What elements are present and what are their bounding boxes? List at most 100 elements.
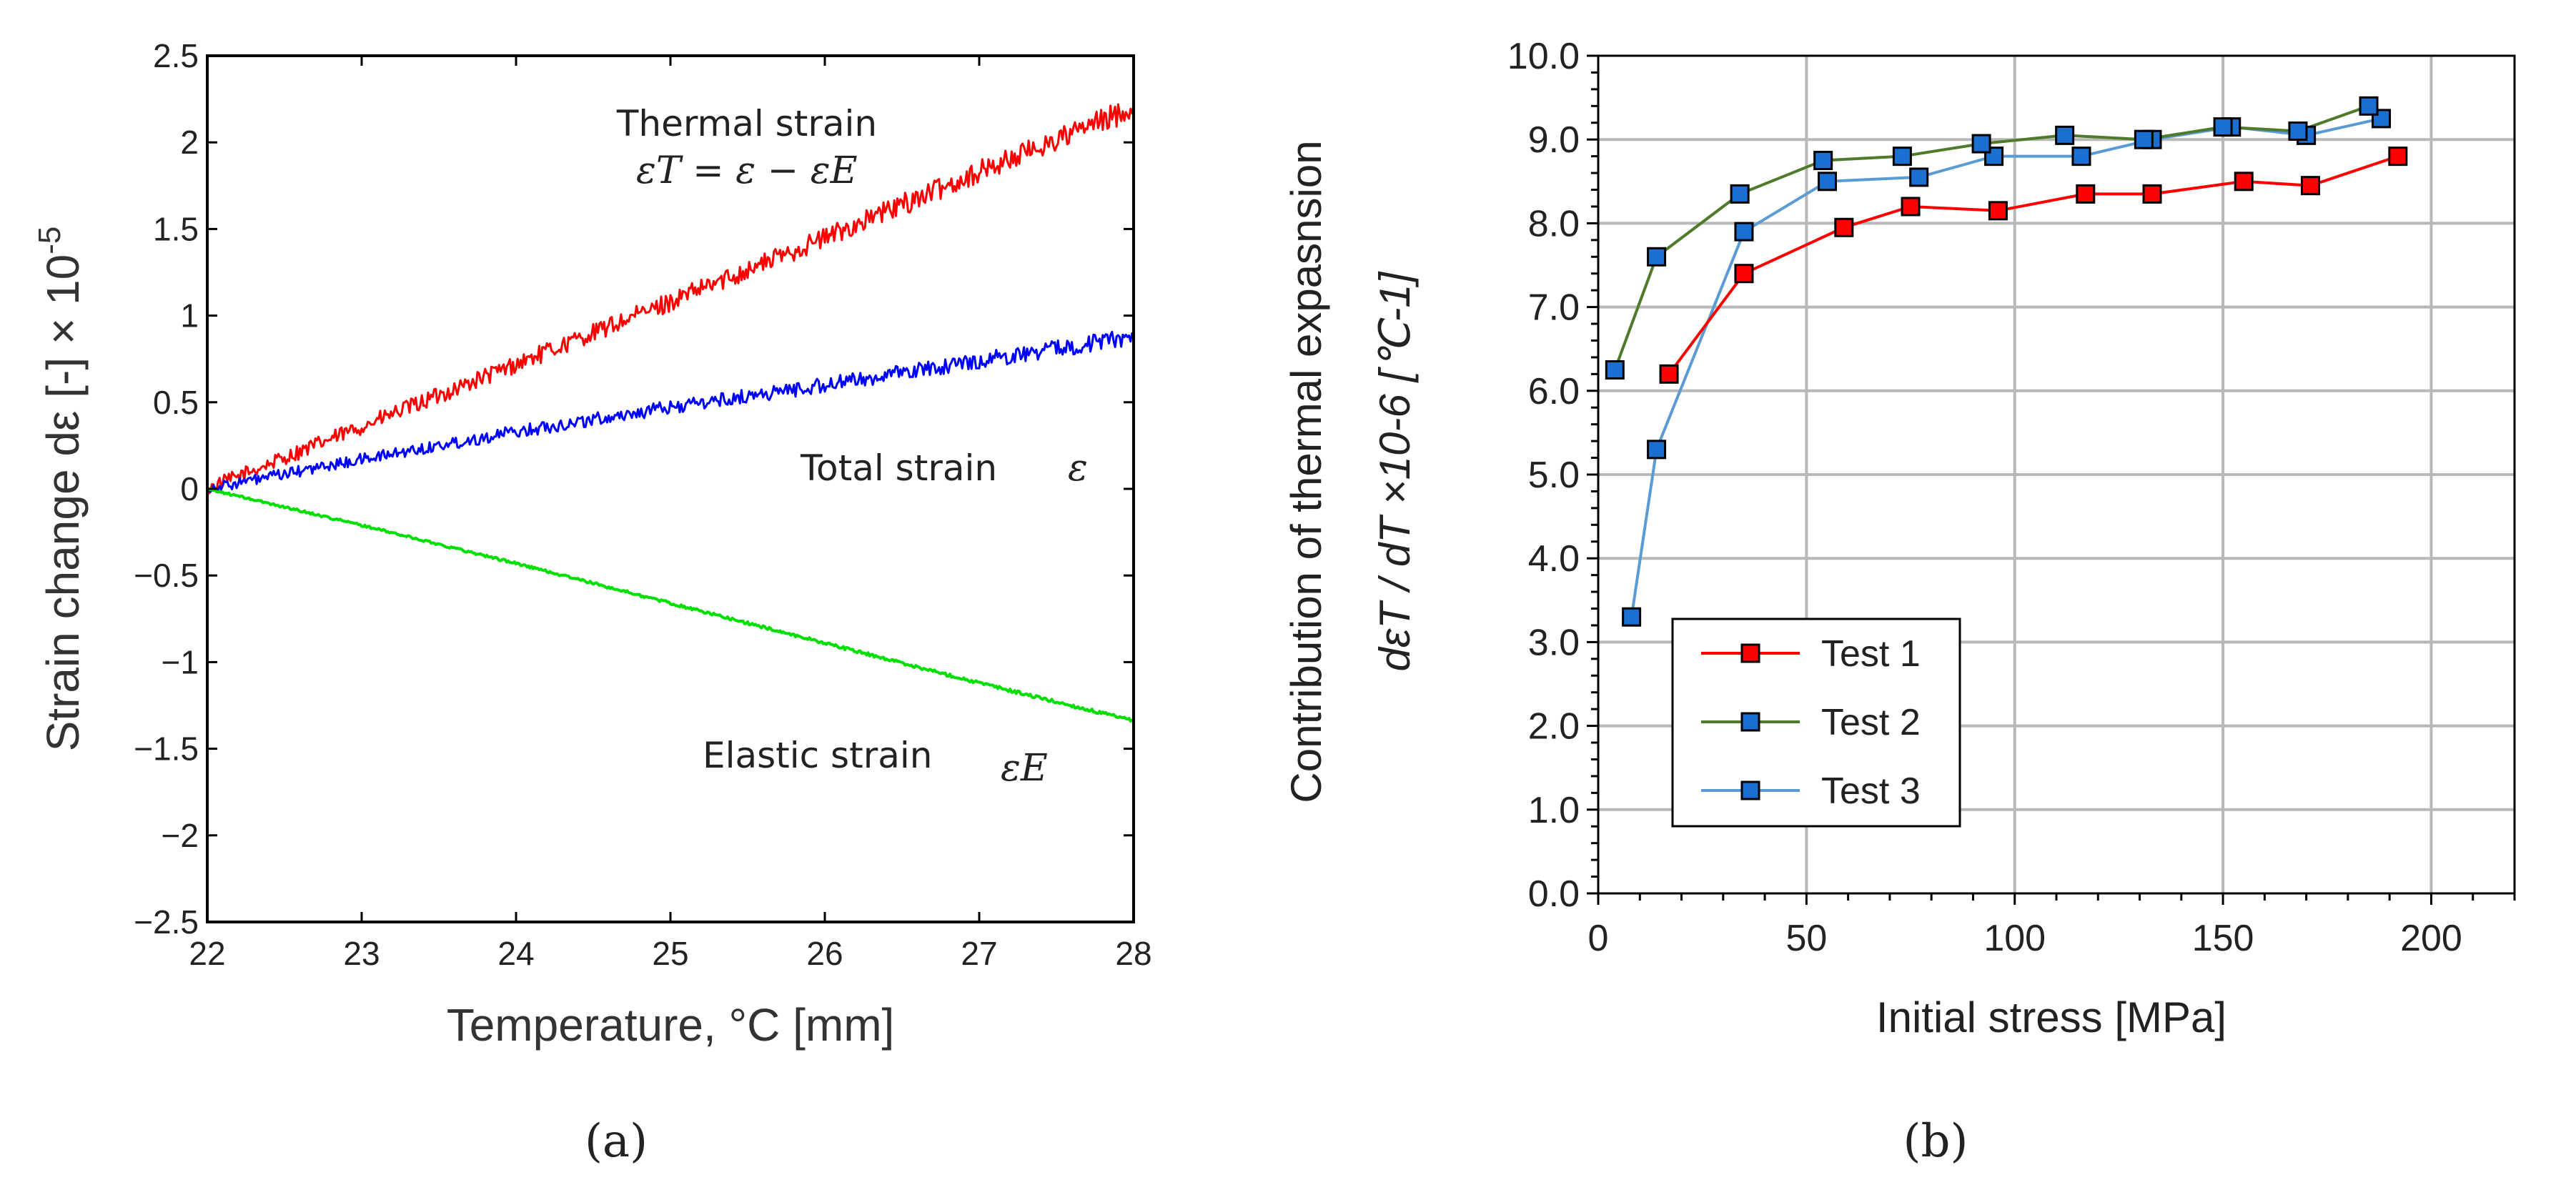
panel-b-marker-test-2 [1813, 151, 1833, 170]
panel-b-marker-test-2 [1605, 360, 1625, 380]
panel-a-label: (a) [585, 1115, 648, 1168]
panel-a-x-tick-label: 22 [189, 935, 225, 972]
panel-a-y-tick-label: 1 [180, 297, 199, 334]
panel-b-marker-test-1 [1988, 201, 2008, 221]
panel-b-x-tick-label: 50 [1785, 918, 1827, 959]
panel-b-x-tick-label: 150 [2192, 918, 2254, 959]
panel-a-y-tick-label: 2.5 [153, 37, 199, 74]
panel-b-marker-test-2 [2288, 121, 2308, 141]
panel-b-marker-test-3 [1818, 172, 1837, 192]
panel-a-x-tick-label: 25 [652, 935, 688, 972]
panel-b-series-layer [1605, 96, 2408, 627]
panel-b-y-axis-title-line1: Contribution of thermal expasnsion [1282, 140, 1330, 803]
elastic-strain-symbol: εE [1001, 747, 1048, 790]
panel-b-marker-test-3 [1734, 222, 1754, 242]
panel-b-marker-test-1 [2388, 147, 2408, 167]
panel-b-y-tick-label: 7.0 [1528, 287, 1580, 329]
panel-a-x-tick-label: 28 [1115, 935, 1151, 972]
panel-a-x-tick-label: 27 [961, 935, 997, 972]
panel-b-marker-test-2 [1892, 147, 1912, 167]
legend-label-test-3: Test 3 [1821, 770, 1921, 812]
total-strain-label: Total strain [800, 447, 997, 489]
panel-a-series-elastic-strain [207, 487, 1134, 723]
panel-b-x-tick-label: 0 [1588, 918, 1609, 959]
panel-b-y-tick-label: 5.0 [1528, 455, 1580, 496]
panel-b-legend: Test 1 Test 2 Test 3 [1671, 618, 1961, 828]
legend-marker-test-2 [1740, 712, 1760, 732]
panel-b-marker-test-2 [2213, 117, 2233, 137]
panel-b-line-test-1 [1668, 154, 2399, 375]
panel-b-marker-test-3 [1984, 147, 2004, 167]
panel-b-marker-test-3 [1647, 440, 1667, 460]
panel-a-y-axis-title-main: Strain change dε [-] × 10 [37, 254, 89, 752]
panel-b-y-tick-label: 2.0 [1528, 706, 1580, 748]
panel-b-marker-test-2 [1971, 134, 1991, 154]
thermal-strain-label: Thermal strain [616, 103, 877, 144]
legend-label-test-2: Test 2 [1821, 702, 1921, 743]
panel-b-marker-test-1 [1659, 364, 1679, 384]
panel-a-series-total-strain [206, 330, 1134, 493]
panel-a-x-axis-title: Temperature, °C [mm] [447, 999, 895, 1051]
panel-b-marker-test-2 [2055, 125, 2075, 145]
panel-a-y-axis-title-exponent: -5 [32, 227, 67, 254]
panel-a-y-tick-label: 0 [180, 470, 199, 507]
panel-a-y-tick-label: −2 [162, 817, 199, 854]
panel-b-y-tick-label: 1.0 [1528, 790, 1580, 831]
panel-b-marker-test-3 [1909, 167, 1929, 187]
panel-b-x-tick-label: 100 [1983, 918, 2046, 959]
panel-b-marker-test-3 [1622, 607, 1642, 627]
legend-marker-test-1 [1740, 643, 1760, 663]
panel-a-x-tick-label: 24 [497, 935, 534, 972]
panel-a-y-tick-label: −1.5 [134, 730, 199, 768]
panel-b-y-tick-label: 6.0 [1528, 371, 1580, 412]
elastic-strain-label: Elastic strain [703, 735, 932, 776]
panel-a-ticks: 22 23 24 25 26 27 28 2.5 2 1.5 1 0.5 0 −0.5 −1 −1.5 −2 −2… [134, 37, 1151, 972]
panel-b-marker-test-3 [2372, 109, 2392, 129]
panel-b-y-tick-label: 3.0 [1528, 622, 1580, 663]
panel-b-y-tick-label: 4.0 [1528, 538, 1580, 580]
panel-a-y-tick-label: −2.5 [134, 903, 199, 941]
panel-b-marker-test-1 [2142, 184, 2162, 204]
legend-marker-test-3 [1740, 780, 1760, 800]
panel-a-x-tick-label: 26 [806, 935, 843, 972]
panel-b-label: (b) [1903, 1115, 1968, 1168]
panel-b-marker-test-1 [2234, 172, 2254, 192]
panel-a-y-tick-label: 0.5 [153, 384, 199, 421]
panel-b-marker-test-2 [1730, 184, 1750, 204]
panel-a-y-tick-label: 2 [180, 124, 199, 161]
panel-a-y-axis-title: Strain change dε [-] × 10-5 [32, 227, 89, 752]
panel-b-marker-test-1 [1734, 264, 1754, 284]
thermal-strain-formula: εT = ε − εE [636, 149, 858, 192]
total-strain-symbol: ε [1068, 447, 1088, 490]
panel-b-y-axis-title-group: Contribution of thermal expasnsion [1282, 140, 1330, 803]
panel-b-x-tick-label: 200 [2400, 918, 2462, 959]
panel-b-marker-test-1 [1834, 217, 1854, 237]
panel-b-y-axis-title-line2-group: dεT / dT ×10-6 [℃-1] [1371, 271, 1419, 671]
panel-b-marker-test-2 [2134, 129, 2154, 149]
panel-b-marker-test-2 [2359, 96, 2379, 116]
panel-b-line-test-2 [1613, 104, 2369, 371]
panel-b-marker-test-1 [1901, 197, 1921, 217]
panel-b-y-axis-title-line2: dεT / dT ×10-6 [℃-1] [1371, 271, 1419, 671]
panel-b-x-axis-title: Initial stress [MPa] [1876, 993, 2226, 1041]
panel-b-y-tick-label: 9.0 [1528, 119, 1580, 161]
panel-a-series-thermal-strain [206, 103, 1135, 495]
panel-a-y-tick-label: 1.5 [153, 210, 199, 247]
panel-b-y-tick-label: 0.0 [1528, 873, 1580, 915]
panel-b-marker-test-1 [2076, 184, 2096, 204]
panel-a-y-tick-label: −0.5 [134, 557, 199, 594]
panel-b-ticks: 0 50 100 150 200 10.0 9.0 8.0 7.0 6.0 5.0 4.0 3.0 2.0… [1507, 36, 2516, 959]
legend-label-test-1: Test 1 [1821, 633, 1921, 675]
panel-b-thermal-expansion-chart: 0 50 100 150 200 10.0 9.0 8.0 7.0 6.0 5.0 4.0 3.0 2.0… [1282, 36, 2516, 1168]
panel-a-series-layer [206, 103, 1135, 723]
panel-b-y-tick-label: 8.0 [1528, 203, 1580, 244]
panel-a-y-tick-label: −1 [162, 643, 199, 680]
panel-a-x-tick-label: 23 [343, 935, 380, 972]
legend-entries: Test 1 Test 2 Test 3 [1701, 633, 1921, 812]
panel-b-y-tick-label: 10.0 [1507, 36, 1580, 77]
panel-b-marker-test-1 [2300, 176, 2320, 196]
panel-b-marker-test-2 [1647, 247, 1667, 267]
panel-a-strain-chart: 22 23 24 25 26 27 28 2.5 2 1.5 1 0.5 0 −0.5 −1 −1.5 −2 −2… [32, 37, 1152, 1168]
panel-b-marker-test-3 [2071, 147, 2091, 167]
